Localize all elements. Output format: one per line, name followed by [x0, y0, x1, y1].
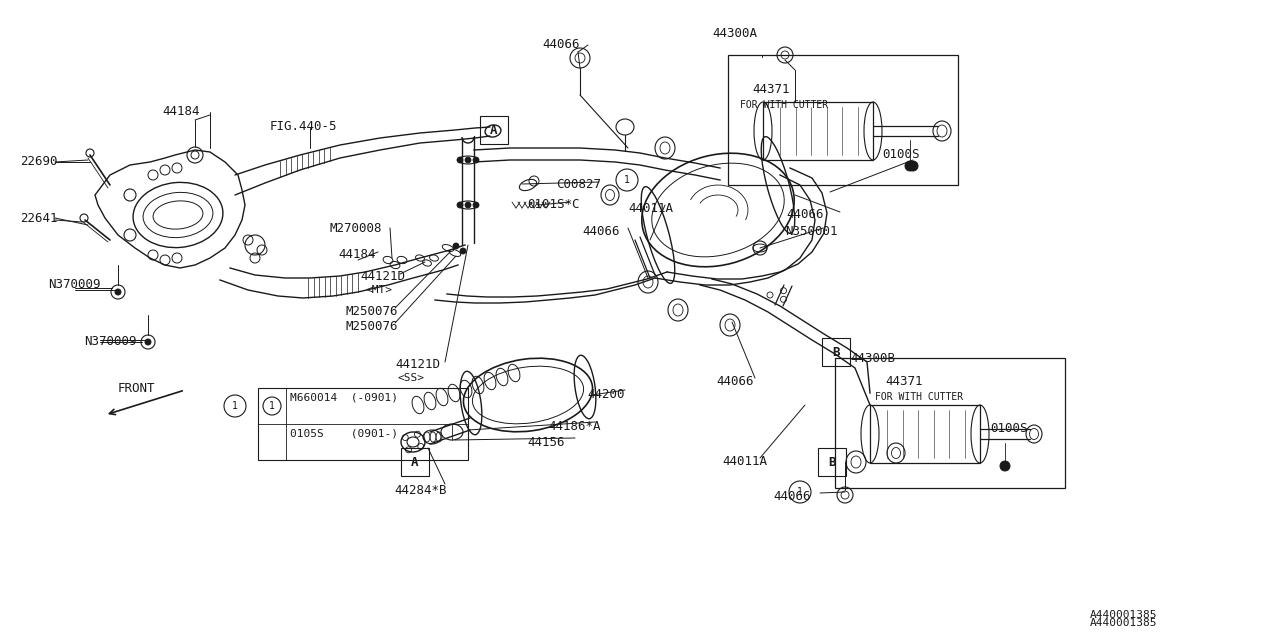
Text: B: B [828, 456, 836, 468]
Text: A440001385: A440001385 [1091, 610, 1157, 620]
Text: 0101S*C: 0101S*C [527, 198, 580, 211]
Bar [480, 116, 508, 144]
Text: 44184: 44184 [338, 248, 375, 261]
Text: 44300A: 44300A [712, 27, 756, 40]
Text: 44121D: 44121D [360, 270, 404, 283]
Text: 44371: 44371 [753, 83, 790, 96]
Text: M270008: M270008 [330, 222, 383, 235]
Text: M660014  (-0901): M660014 (-0901) [291, 393, 398, 403]
Bar [835, 358, 1065, 488]
Text: 1: 1 [625, 175, 630, 185]
Circle shape [1000, 461, 1010, 471]
Bar [822, 338, 850, 366]
Text: FOR WITH CUTTER: FOR WITH CUTTER [876, 392, 963, 402]
Text: 44011A: 44011A [722, 455, 767, 468]
Text: B: B [832, 346, 840, 358]
Text: N350001: N350001 [785, 225, 837, 238]
Text: A: A [411, 456, 419, 468]
Text: <MT>: <MT> [365, 285, 392, 295]
Text: M250076: M250076 [346, 320, 398, 333]
Circle shape [908, 161, 918, 171]
Text: 44284*B: 44284*B [394, 484, 447, 497]
Circle shape [115, 289, 122, 295]
Text: 44300B: 44300B [850, 352, 895, 365]
Circle shape [457, 202, 463, 208]
Text: 1: 1 [269, 401, 275, 411]
Text: 44371: 44371 [884, 375, 923, 388]
Text: 0105S    (0901-): 0105S (0901-) [291, 429, 398, 439]
Text: 44066: 44066 [773, 490, 810, 503]
Text: M250076: M250076 [346, 305, 398, 318]
Circle shape [457, 157, 463, 163]
Bar [728, 55, 957, 185]
Text: <SS>: <SS> [398, 373, 425, 383]
Text: 0100S: 0100S [882, 148, 919, 161]
Circle shape [145, 339, 151, 345]
Text: N370009: N370009 [84, 335, 137, 348]
Bar [818, 448, 846, 476]
Text: 44186*A: 44186*A [548, 420, 600, 433]
Text: 44066: 44066 [786, 208, 823, 221]
Circle shape [474, 157, 479, 163]
Text: FRONT: FRONT [118, 382, 155, 395]
Circle shape [460, 248, 466, 254]
Text: 44200: 44200 [588, 388, 625, 401]
Text: 1: 1 [797, 487, 803, 497]
Text: C00827: C00827 [556, 178, 602, 191]
Text: 0100S: 0100S [989, 422, 1028, 435]
Text: A440001385: A440001385 [1091, 618, 1157, 628]
Bar [870, 405, 980, 463]
Text: 22690: 22690 [20, 155, 58, 168]
Text: A: A [490, 124, 498, 136]
Text: 1: 1 [232, 401, 238, 411]
Circle shape [474, 202, 479, 208]
Text: 44156: 44156 [527, 436, 564, 449]
Bar [763, 102, 873, 160]
Bar [401, 448, 429, 476]
Bar [259, 388, 468, 460]
Text: 22641: 22641 [20, 212, 58, 225]
Circle shape [453, 243, 460, 249]
Text: 44011A: 44011A [628, 202, 673, 215]
Text: FIG.440-5: FIG.440-5 [270, 120, 338, 133]
Text: FOR WITH CUTTER: FOR WITH CUTTER [740, 100, 828, 110]
Circle shape [905, 161, 915, 171]
Text: 44121D: 44121D [396, 358, 440, 371]
Circle shape [465, 157, 471, 163]
Text: 44066: 44066 [716, 375, 754, 388]
Text: 44066: 44066 [582, 225, 620, 238]
Circle shape [465, 202, 471, 208]
Text: N370009: N370009 [49, 278, 101, 291]
Text: 44066: 44066 [541, 38, 580, 51]
Text: 44184: 44184 [163, 105, 200, 118]
